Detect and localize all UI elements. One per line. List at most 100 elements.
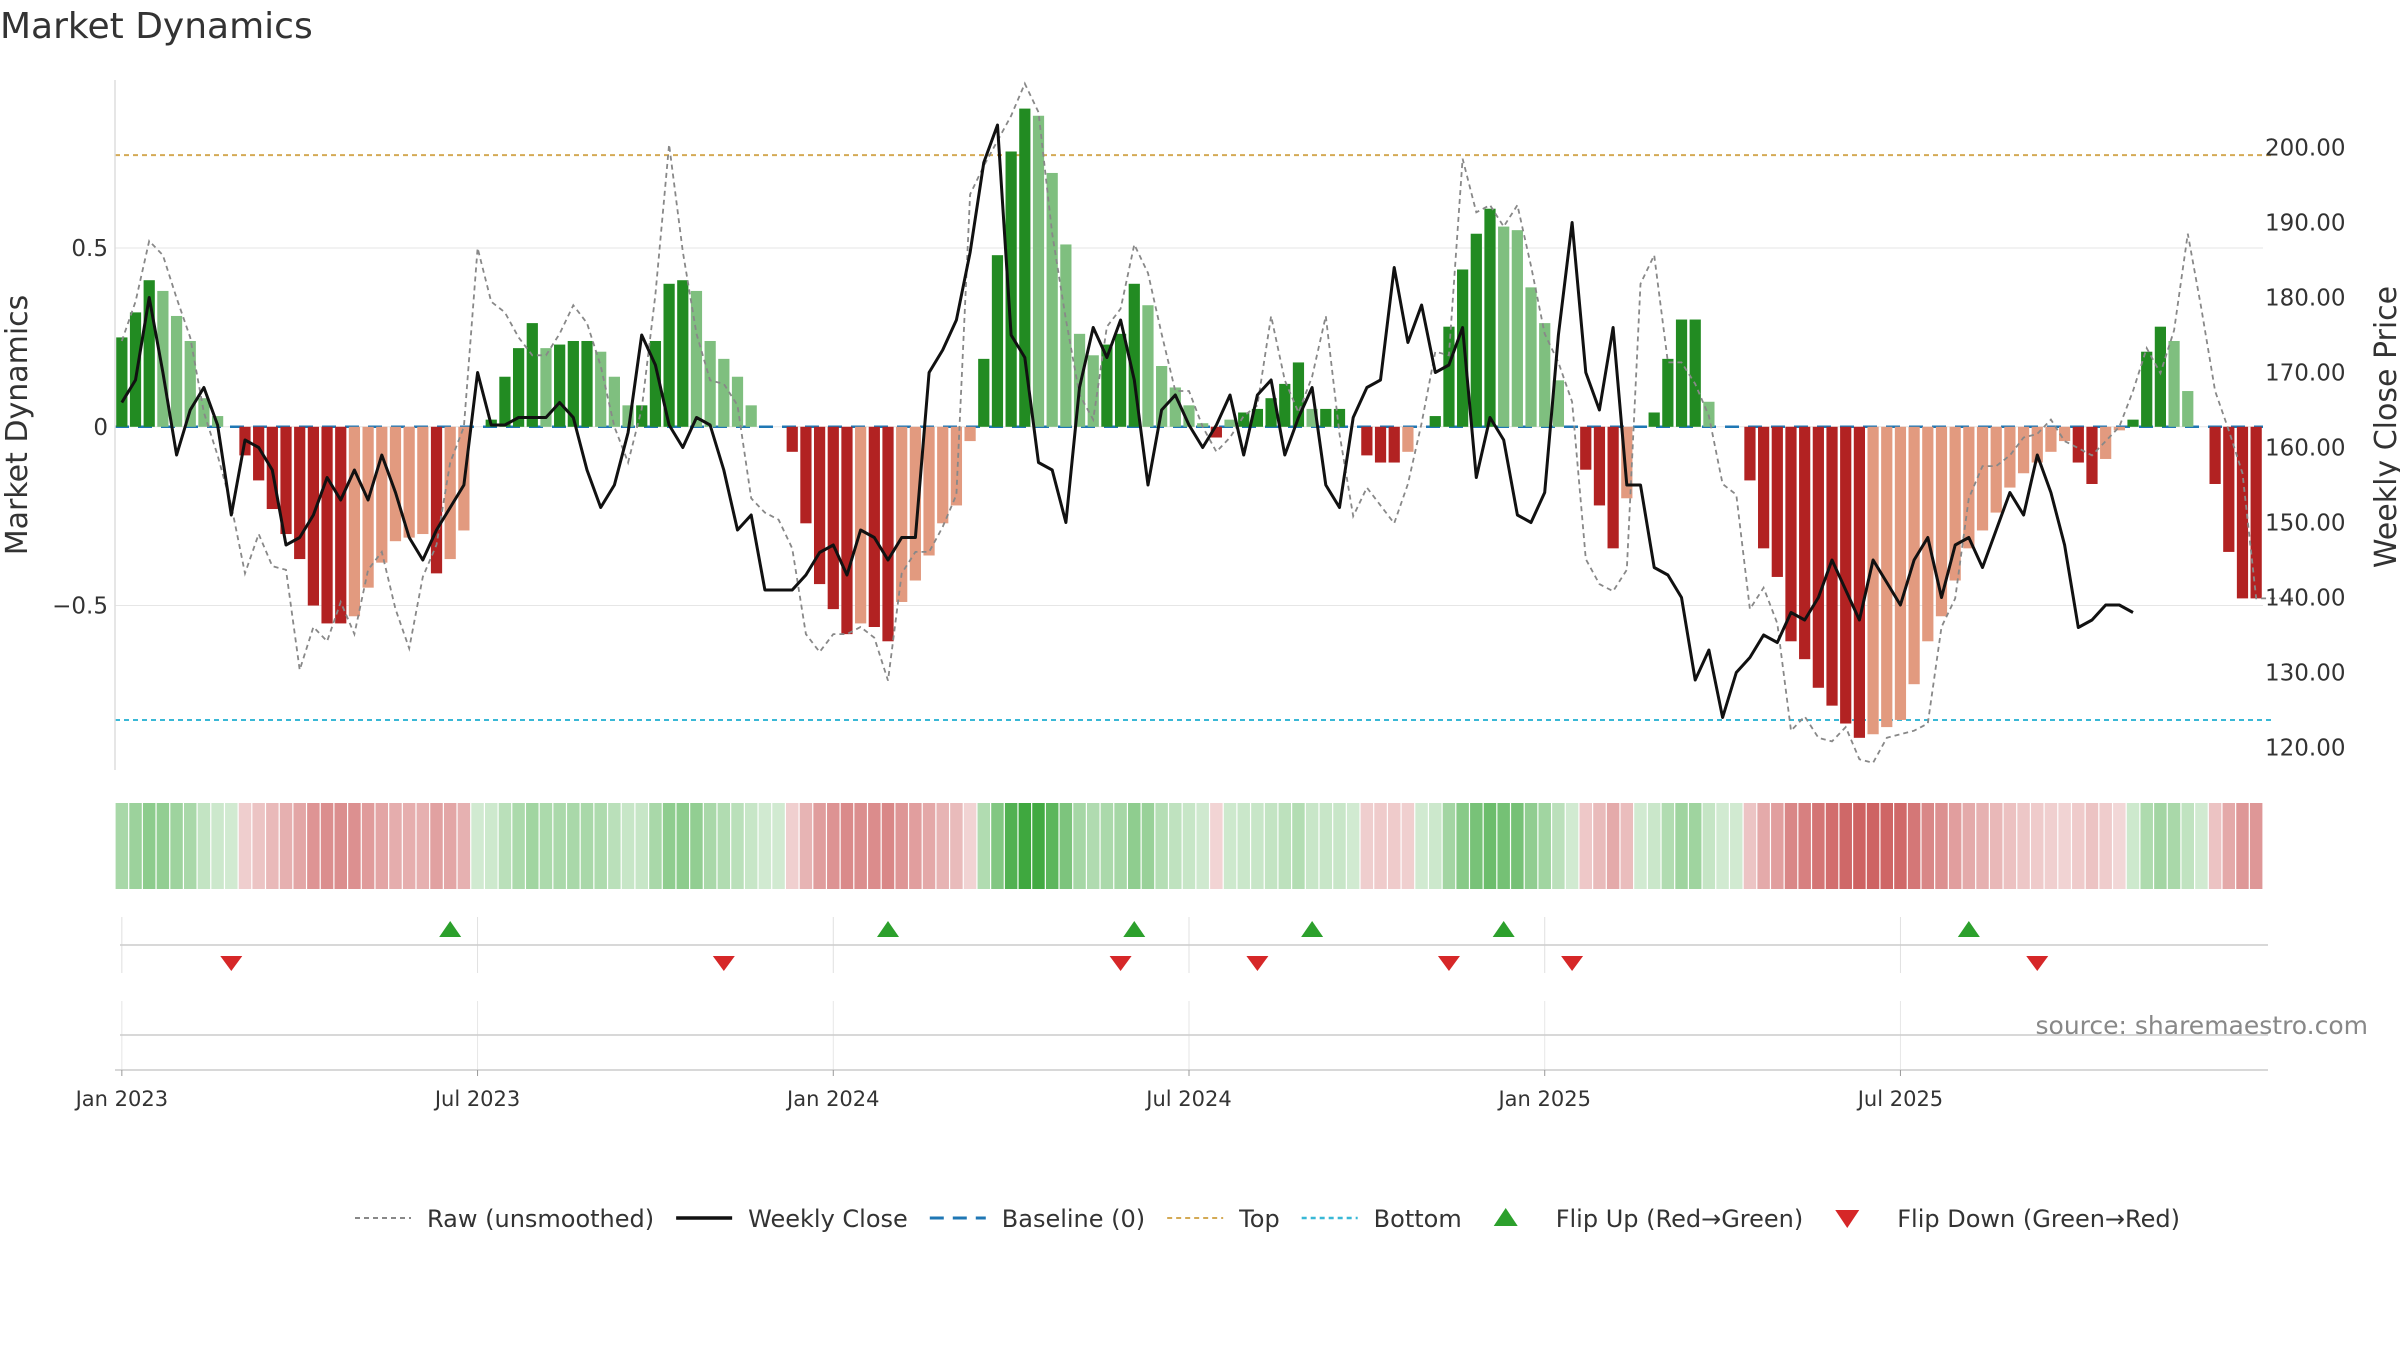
regime-cell [252, 803, 265, 889]
regime-cell [977, 803, 991, 889]
close-series [120, 123, 2134, 719]
regime-cell [1907, 803, 1921, 889]
regime-cell [1757, 803, 1770, 889]
legend-item-flip-down: Flip Down (Green→Red) [1835, 1205, 2180, 1233]
regime-cell [1497, 803, 1510, 889]
regime-cell [1552, 803, 1565, 889]
regime-cell [950, 803, 963, 889]
x-tick-label: Jul 2025 [1856, 1087, 1943, 1111]
regime-cell [375, 803, 389, 889]
regime-cell [868, 803, 881, 889]
dynamics-bar [1457, 269, 1469, 427]
regime-cell [785, 803, 799, 889]
dynamics-bar [813, 426, 826, 585]
dynamics-bar [1935, 426, 1948, 617]
dynamics-bar [1580, 426, 1592, 470]
regime-cell [1716, 803, 1729, 889]
right-tick-label: 150.00 [2265, 511, 2345, 537]
legend-swatch [1835, 1210, 1860, 1228]
dynamics-bar [1443, 326, 1455, 427]
dynamics-bar [1388, 426, 1400, 463]
left-tick-label: 0 [93, 415, 108, 441]
dynamics-bar [2072, 426, 2084, 463]
regime-cell [1565, 803, 1579, 889]
dynamics-bar [1402, 426, 1414, 452]
regime-cell [2140, 803, 2153, 889]
dynamics-bar [1840, 426, 1852, 724]
raw-line [120, 81, 2298, 764]
dynamics-bar [1470, 233, 1482, 427]
dynamics-bar [389, 426, 402, 542]
dynamics-bar [1183, 405, 1195, 427]
dynamics-bar [2236, 426, 2249, 599]
dynamics-bar [184, 340, 196, 427]
regime-cell [320, 803, 334, 889]
right-tick-label: 190.00 [2265, 211, 2345, 237]
regime-cell [1866, 803, 1880, 889]
dynamics-bar [294, 426, 306, 560]
dynamics-bar [1320, 408, 1332, 427]
dynamics-bar [1374, 426, 1387, 463]
dynamics-bar [1689, 319, 1701, 427]
regime-cell [594, 803, 607, 889]
legend-item-raw: Raw (unsmoothed) [355, 1205, 654, 1233]
regime-cell [1675, 803, 1688, 889]
dynamics-bar [2017, 426, 2030, 474]
regime-cell [1059, 803, 1073, 889]
dynamics-bar [1758, 426, 1770, 549]
regime-cell [115, 803, 129, 889]
flip-up-marker [1957, 921, 1980, 937]
dynamics-bar [1333, 408, 1346, 427]
dynamics-bar [2127, 419, 2139, 427]
regime-cell [1812, 803, 1825, 889]
dynamics-bar [1662, 358, 1674, 427]
regime-cell [1045, 803, 1059, 889]
legend: Raw (unsmoothed) Weekly Close Baseline (0)… [355, 1205, 2180, 1233]
regime-cell [266, 803, 279, 889]
regime-cell [1579, 803, 1593, 889]
dynamics-bar [1142, 305, 1154, 427]
regime-cell [2167, 803, 2181, 889]
regime-cell [2003, 803, 2017, 889]
dynamics-bar [909, 426, 921, 581]
regime-cell [1989, 803, 2003, 889]
dynamics-bar [2209, 426, 2221, 484]
regime-cell [621, 803, 635, 889]
flip-down-marker [1246, 956, 1269, 971]
right-tick-label: 200.00 [2265, 136, 2345, 162]
regime-cell [156, 803, 170, 889]
dynamics-bar [526, 323, 538, 427]
dynamics-bar [2168, 340, 2180, 427]
dynamics-bar [690, 290, 703, 427]
dynamics-bar [567, 340, 579, 427]
regime-cell [827, 803, 840, 889]
regime-cell [1073, 803, 1086, 889]
legend-item-flip-up: Flip Up (Red→Green) [1493, 1205, 1803, 1233]
regime-cell [1688, 803, 1702, 889]
reference-lines [115, 154, 2273, 721]
x-tick-label: Jan 2025 [1496, 1087, 1591, 1111]
regime-cell [2017, 803, 2030, 889]
regime-cell [758, 803, 772, 889]
dynamics-bar [116, 337, 128, 427]
dynamics-bar [581, 340, 593, 427]
regime-cell [471, 803, 484, 889]
regime-cell [1319, 803, 1333, 889]
regime-cell [1456, 803, 1469, 889]
dynamics-bar [2004, 426, 2016, 488]
dynamics-bar [2182, 391, 2194, 427]
regime-cell [1264, 803, 1278, 889]
regime-cell [1374, 803, 1387, 889]
regime-cell [1511, 803, 1524, 889]
regime-cell [1976, 803, 1989, 889]
regime-cell [1169, 803, 1182, 889]
dynamics-bar [1826, 426, 1838, 706]
regime-cell [2085, 803, 2099, 889]
regime-cell [1237, 803, 1250, 889]
regime-cell [2058, 803, 2071, 889]
dynamics-bar [1976, 426, 1989, 531]
regime-cell [1661, 803, 1675, 889]
dynamics-bar [1210, 426, 1222, 438]
dynamics-bar [2141, 351, 2153, 427]
dynamics-bar [1990, 426, 2002, 513]
